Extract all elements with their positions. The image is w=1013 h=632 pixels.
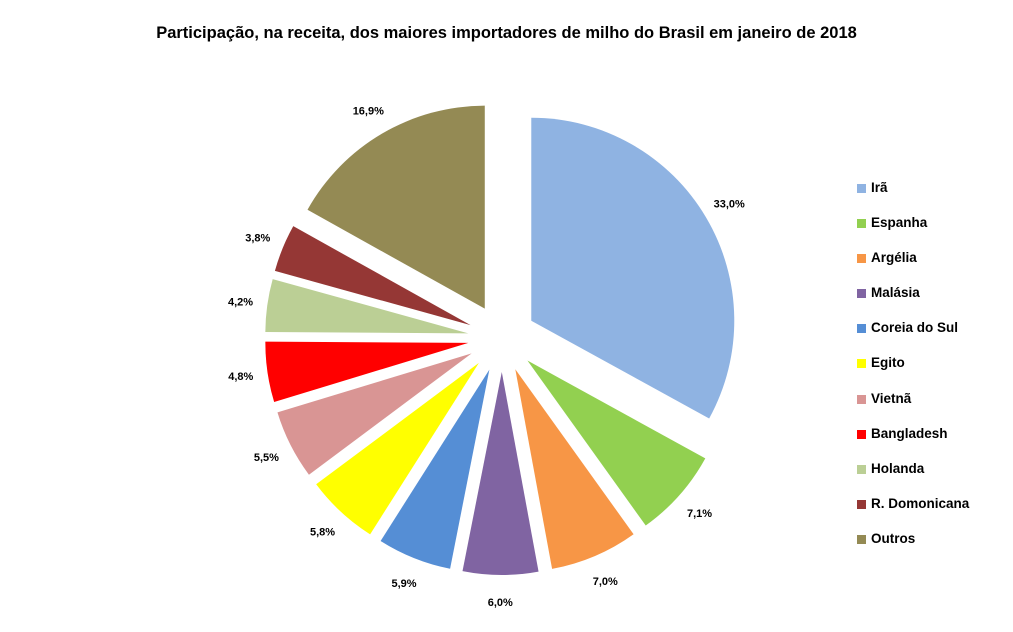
legend-item-vietna: Vietnã xyxy=(857,389,1007,424)
legend-item-r-domonicana: R. Domonicana xyxy=(857,494,1007,529)
legend-swatch xyxy=(857,359,866,369)
legend-swatch xyxy=(857,324,866,334)
pie-data-labels: 33,0% 7,1% 7,0% 6,0% 5,9% 5,8% 5,5% 4,8% 4,2% 3,8… xyxy=(228,105,745,609)
data-label-holanda: 4,2% xyxy=(228,297,253,309)
legend-item-bangladesh: Bangladesh xyxy=(857,424,1007,459)
pie-slice-vietna xyxy=(277,353,472,475)
legend-label: Bangladesh xyxy=(871,425,948,441)
data-label-coreia-do-sul: 5,9% xyxy=(391,578,416,590)
pie-slice-argelia xyxy=(515,369,634,569)
data-label-argelia: 7,0% xyxy=(593,576,618,588)
legend-item-holanda: Holanda xyxy=(857,459,1007,494)
data-label-egito: 5,8% xyxy=(310,527,335,539)
legend-swatch xyxy=(857,394,866,404)
legend-label: Egito xyxy=(871,355,905,371)
pie-slices xyxy=(265,105,735,575)
legend-item-coreia-do-sul: Coreia do Sul xyxy=(857,318,1007,353)
legend-label: Irã xyxy=(871,180,888,195)
pie-slice-ira xyxy=(531,117,735,419)
legend-item-egito: Egito xyxy=(857,353,1007,388)
pie-slice-holanda xyxy=(265,279,469,334)
legend-label: Holanda xyxy=(871,460,925,476)
legend-item-malasia: Malásia xyxy=(857,283,1007,318)
legend-label: Malásia xyxy=(871,285,920,301)
legend-label: Vietnã xyxy=(871,390,912,406)
legend-label: Coreia do Sul xyxy=(871,320,959,336)
pie-slice-bangladesh xyxy=(265,341,469,402)
legend-swatch xyxy=(857,254,866,264)
legend-swatch xyxy=(857,184,866,193)
pie-slice-outros xyxy=(307,105,485,309)
legend-item-argelia: Argélia xyxy=(857,248,1007,283)
legend-swatch xyxy=(857,219,866,229)
pie-slice-malasia xyxy=(462,372,539,575)
legend-swatch xyxy=(857,499,866,509)
legend-label: Espanha xyxy=(871,215,928,231)
legend-label: R. Domonicana xyxy=(871,495,970,511)
legend-item-ira: Irã xyxy=(857,178,1007,213)
data-label-malasia: 6,0% xyxy=(488,597,513,609)
data-label-ira: 33,0% xyxy=(714,199,745,211)
data-label-r-domonicana: 3,8% xyxy=(245,233,270,245)
pie-slice-coreia-do-sul xyxy=(380,369,490,569)
legend-label: Argélia xyxy=(871,250,917,266)
legend-item-espanha: Espanha xyxy=(857,213,1007,248)
data-label-bangladesh: 4,8% xyxy=(228,371,253,383)
chart-title: Participação, na receita, dos maiores im… xyxy=(156,24,857,42)
legend-swatch xyxy=(857,534,866,544)
legend-swatch xyxy=(857,464,866,474)
data-label-espanha: 7,1% xyxy=(687,508,712,520)
data-label-outros: 16,9% xyxy=(353,105,384,117)
chart-legend: Irã Espanha Argélia Malásia Coreia do Sul Egi… xyxy=(857,178,1007,564)
legend-item-outros: Outros xyxy=(857,529,1007,564)
legend-label: Outros xyxy=(871,530,916,546)
legend-swatch xyxy=(857,429,866,439)
pie-slice-espanha xyxy=(527,360,706,526)
pie-slice-egito xyxy=(316,362,479,535)
pie-slice-r-domonicana xyxy=(274,226,471,326)
data-label-vietna: 5,5% xyxy=(254,452,279,464)
legend-swatch xyxy=(857,289,866,299)
